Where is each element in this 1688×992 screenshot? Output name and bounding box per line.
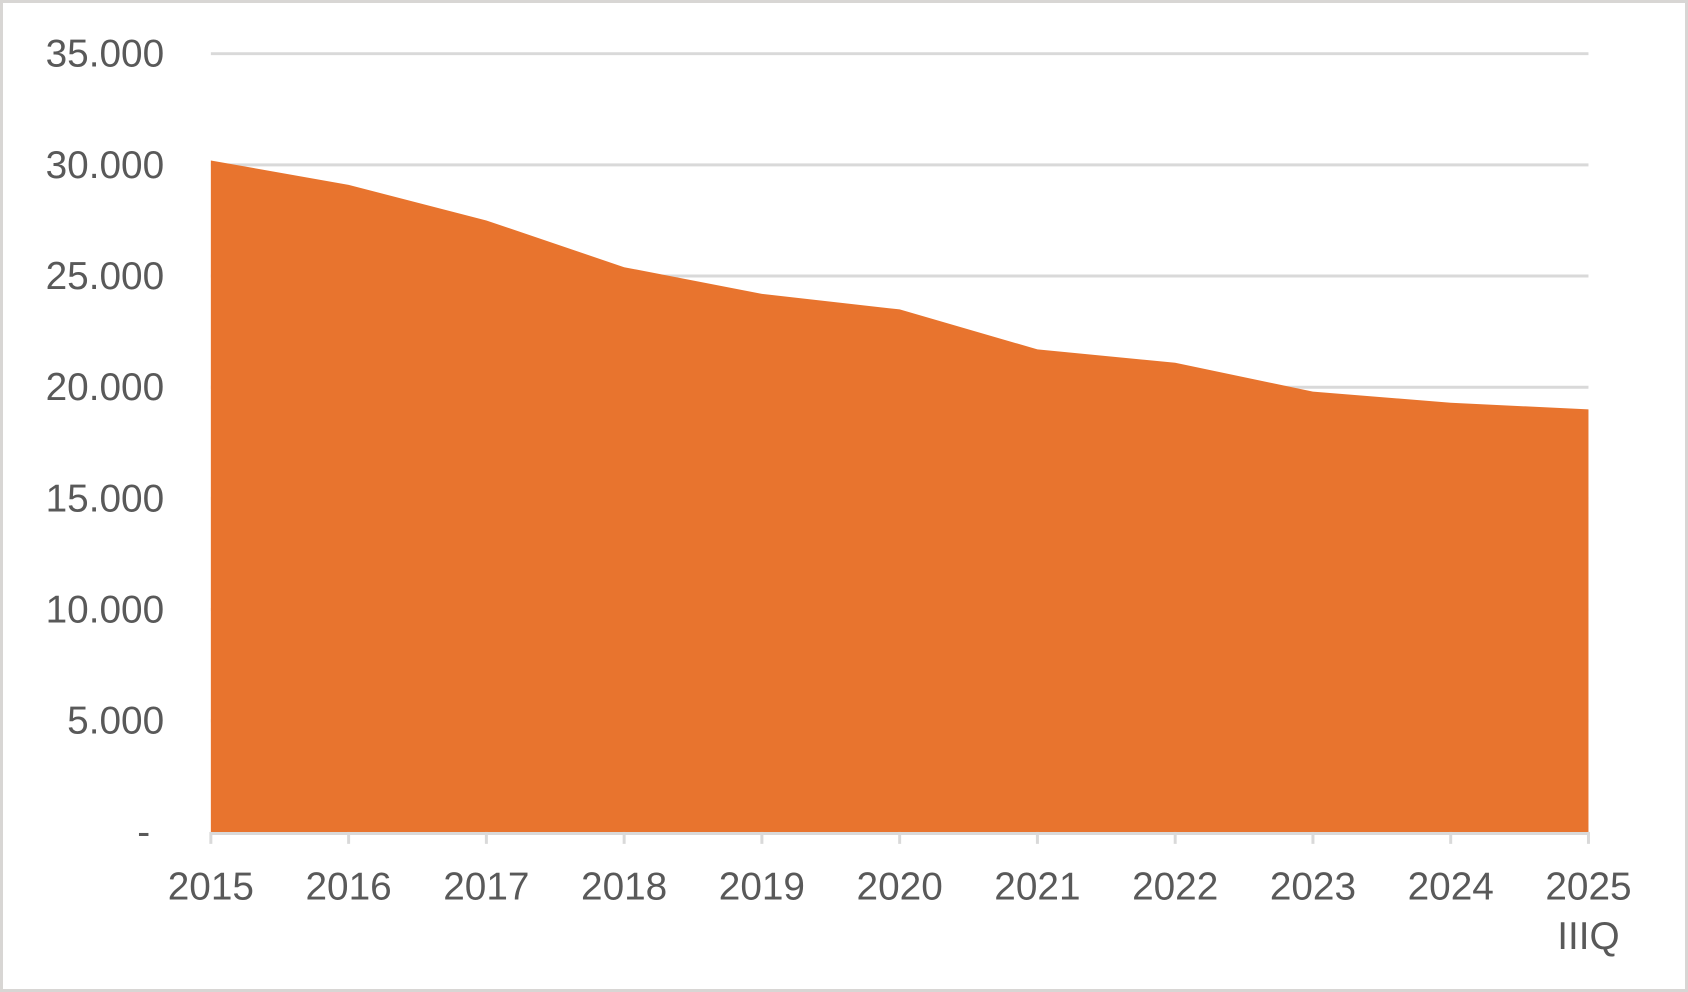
y-axis-tick-label: 25.000 bbox=[46, 255, 165, 298]
y-axis-tick-label: 15.000 bbox=[46, 477, 165, 520]
area-series bbox=[210, 160, 1589, 832]
area-chart: 35.000 30.000 25.000 20.000 15.000 10.000 5.00… bbox=[46, 33, 1632, 959]
x-axis-tick-label-line2: IIIQ bbox=[1557, 915, 1619, 958]
y-axis-tick-label: 5.000 bbox=[67, 700, 164, 743]
x-axis-tick-label: 2016 bbox=[306, 866, 392, 909]
x-axis-tick-label: 2019 bbox=[719, 866, 805, 909]
x-axis-tick-label: 2025 bbox=[1545, 866, 1631, 909]
x-axis-tick-label: 2015 bbox=[168, 866, 254, 909]
x-axis-tick-label: 2017 bbox=[443, 866, 529, 909]
x-axis-tick-label: 2020 bbox=[857, 866, 943, 909]
y-axis-tick-label: 20.000 bbox=[46, 366, 165, 409]
y-axis-tick-label: - bbox=[137, 811, 150, 854]
x-axis-tick-label: 2021 bbox=[994, 866, 1080, 909]
x-axis-tick-label: 2024 bbox=[1408, 866, 1494, 909]
y-axis-tick-label: 10.000 bbox=[46, 589, 165, 632]
y-axis-tick-label: 35.000 bbox=[46, 33, 165, 76]
x-axis-tick-label: 2023 bbox=[1270, 866, 1356, 909]
x-axis-tick-label: 2022 bbox=[1132, 866, 1218, 909]
y-axis-tick-label: 30.000 bbox=[46, 144, 165, 187]
x-axis-tick-label: 2018 bbox=[581, 866, 667, 909]
